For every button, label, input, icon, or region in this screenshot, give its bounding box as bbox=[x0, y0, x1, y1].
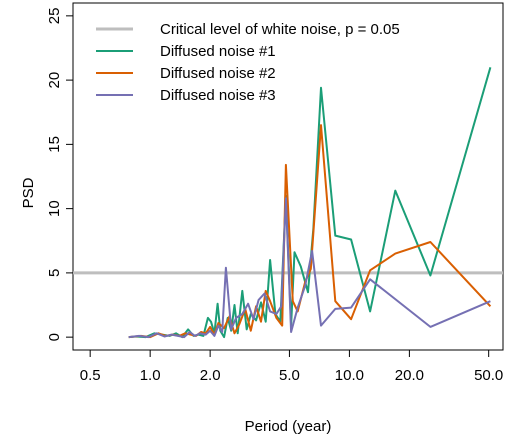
x-axis-ticks: 0.5 1.0 2.0 5.0 10.0 20.0 50.0 bbox=[80, 350, 503, 384]
y-tick-label: 0 bbox=[46, 333, 63, 341]
legend-label: Diffused noise #3 bbox=[160, 87, 276, 104]
plot-frame bbox=[72, 2, 504, 351]
x-tick-label: 5.0 bbox=[279, 367, 300, 384]
x-tick-label: 50.0 bbox=[474, 367, 503, 384]
x-axis-label: Period (year) bbox=[245, 418, 332, 435]
y-tick-label: 10 bbox=[46, 200, 63, 217]
x-tick-label: 20.0 bbox=[395, 367, 424, 384]
x-tick-label: 2.0 bbox=[200, 367, 221, 384]
x-tick-label: 10.0 bbox=[335, 367, 364, 384]
legend-label: Critical level of white noise, p = 0.05 bbox=[160, 21, 400, 38]
series-line-diffused-noise-2 bbox=[128, 124, 492, 339]
y-tick-label: 20 bbox=[46, 72, 63, 89]
y-tick-label: 5 bbox=[46, 269, 63, 277]
y-axis-label: PSD bbox=[20, 177, 37, 208]
x-tick-label: 0.5 bbox=[80, 367, 101, 384]
series-line-diffused-noise-1 bbox=[128, 67, 492, 339]
legend: Critical level of white noise, p = 0.05 D… bbox=[96, 21, 400, 104]
legend-label: Diffused noise #1 bbox=[160, 43, 276, 60]
x-tick-label: 1.0 bbox=[140, 367, 161, 384]
series-line-diffused-noise-3 bbox=[128, 197, 491, 339]
y-axis-ticks: 0 5 10 15 20 25 bbox=[46, 8, 73, 341]
y-tick-label: 25 bbox=[46, 8, 63, 25]
legend-label: Diffused noise #2 bbox=[160, 65, 276, 82]
y-tick-label: 15 bbox=[46, 136, 63, 153]
plot-area bbox=[72, 2, 504, 351]
